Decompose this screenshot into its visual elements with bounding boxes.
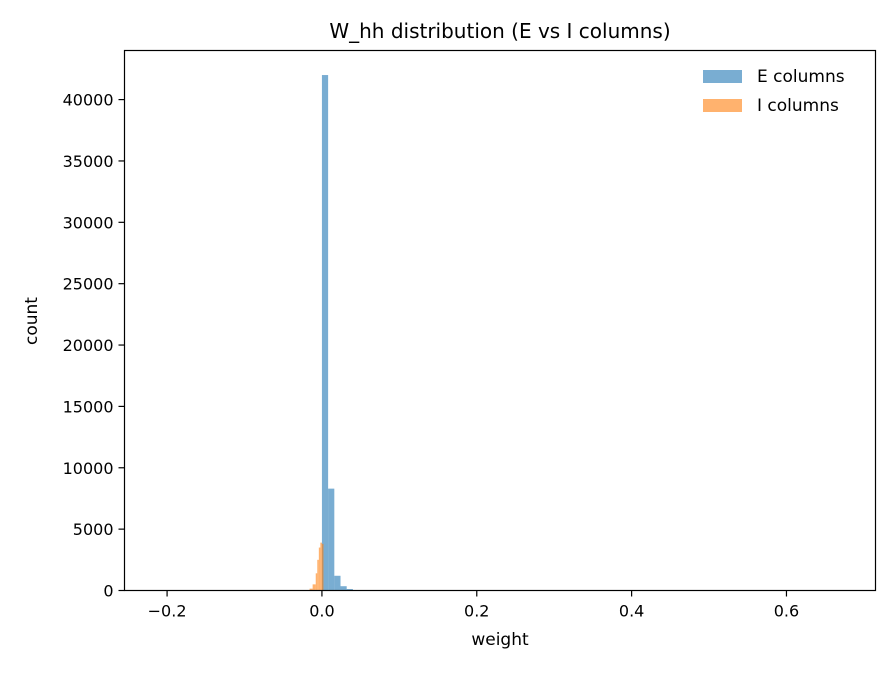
y-tick-label: 15000	[63, 397, 114, 416]
y-tick-label: 25000	[63, 275, 114, 294]
y-axis-label: count	[22, 297, 42, 345]
bar-i-columns-6	[322, 544, 324, 591]
bar-i-columns-5	[320, 543, 322, 591]
bar-e-columns-0	[322, 75, 328, 590]
bar-i-columns-4	[319, 548, 321, 591]
y-tick-label: 30000	[63, 213, 114, 232]
legend-swatch-i-columns	[703, 99, 742, 112]
x-tick-label: −0.2	[148, 602, 187, 621]
bar-i-columns-3	[317, 560, 319, 591]
legend-label-i-columns: I columns	[757, 96, 839, 116]
y-tick-label: 40000	[63, 91, 114, 110]
bar-e-columns-2	[334, 576, 340, 591]
y-tick-label: 20000	[63, 336, 114, 355]
x-axis-label: weight	[471, 630, 529, 650]
x-tick-label: 0.2	[464, 602, 489, 621]
chart-title: W_hh distribution (E vs I columns)	[329, 19, 670, 43]
x-tick-label: 0.6	[774, 602, 799, 621]
legend-swatch-e-columns	[703, 70, 742, 83]
bar-e-columns-1	[328, 489, 334, 591]
bar-i-columns-2	[316, 573, 318, 590]
bar-i-columns-1	[313, 584, 316, 590]
y-tick-label: 5000	[73, 520, 114, 539]
bar-e-columns-3	[341, 586, 347, 590]
y-tick-label: 0	[103, 582, 113, 601]
y-tick-label: 35000	[63, 152, 114, 171]
x-tick-label: 0.4	[619, 602, 644, 621]
x-tick-label: 0.0	[309, 602, 334, 621]
y-tick-label: 10000	[63, 459, 114, 478]
legend-label-e-columns: E columns	[757, 67, 845, 87]
